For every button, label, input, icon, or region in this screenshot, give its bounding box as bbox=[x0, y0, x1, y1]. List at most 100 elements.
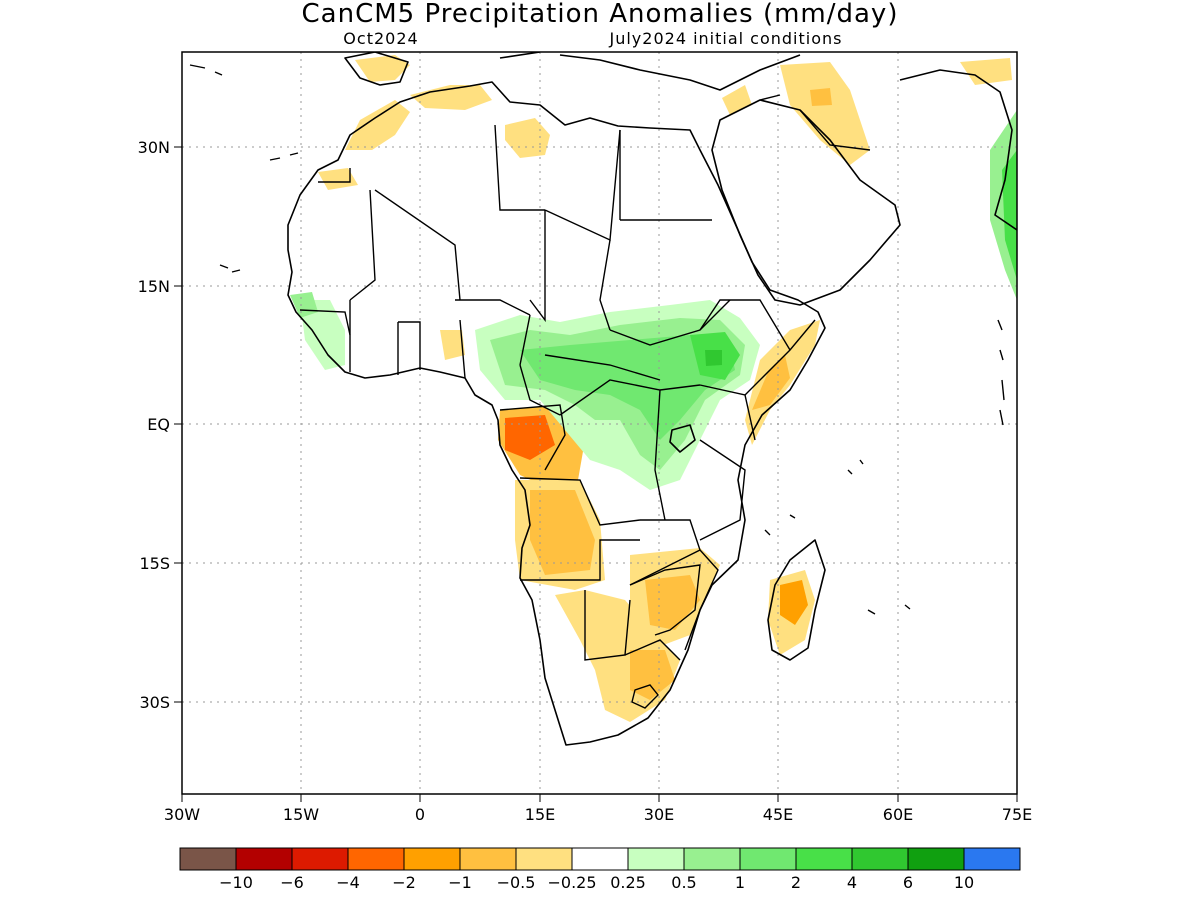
border-algeria-libya bbox=[494, 124, 545, 211]
colorbar-label: −2 bbox=[392, 873, 416, 892]
wet-anomaly-sudan bbox=[520, 335, 735, 440]
seychelles bbox=[847, 459, 864, 475]
border-namibia-botswana bbox=[584, 590, 631, 661]
border-west-africa-1 bbox=[299, 309, 351, 336]
dry-anomaly-horn-core bbox=[752, 355, 790, 410]
colorbar-swatch bbox=[235, 847, 293, 871]
colorbar-swatch bbox=[291, 847, 349, 871]
border-algeria-south bbox=[374, 189, 461, 301]
colorbar bbox=[179, 847, 1021, 871]
longitude-axis bbox=[181, 794, 1018, 802]
colorbar-label: −1 bbox=[448, 873, 472, 892]
lake-victoria bbox=[669, 424, 696, 453]
colorbar-swatch bbox=[515, 847, 573, 871]
europe-coastline bbox=[344, 52, 409, 86]
colorbar-label: −4 bbox=[336, 873, 360, 892]
border-middle-east bbox=[759, 94, 871, 151]
colorbar-swatch bbox=[459, 847, 517, 871]
madagascar-coastline bbox=[767, 539, 826, 661]
map-title: CanCM5 Precipitation Anomalies (mm/day) bbox=[302, 0, 899, 29]
border-west-africa-2 bbox=[349, 300, 421, 375]
lat-lon-grid bbox=[182, 52, 1017, 794]
lat-label-15s: 15S bbox=[139, 554, 170, 573]
border-morocco bbox=[318, 168, 351, 183]
border-mali-mauritania bbox=[349, 189, 376, 301]
lon-label-75e: 75E bbox=[1002, 805, 1032, 824]
colorbar-label: −0.5 bbox=[497, 873, 536, 892]
lat-label-30n: 30N bbox=[138, 138, 170, 157]
colorbar-swatch bbox=[907, 847, 965, 871]
lon-label-60e: 60E bbox=[883, 805, 913, 824]
dry-anomaly-madagascar-core bbox=[780, 580, 808, 625]
border-sudan-south bbox=[609, 299, 731, 346]
colorbar-label: 0.5 bbox=[671, 873, 696, 892]
border-angola-namibia bbox=[520, 539, 640, 581]
maldives bbox=[997, 319, 1005, 426]
dry-anomaly-iraq-core bbox=[810, 88, 832, 106]
border-sahel-south bbox=[455, 299, 531, 316]
south-asia-coastline bbox=[899, 69, 1017, 231]
colorbar-label: −0.25 bbox=[547, 873, 596, 892]
dry-anomaly-western-sahara bbox=[318, 168, 358, 190]
border-nigeria bbox=[459, 314, 531, 379]
lon-label-45e: 45E bbox=[763, 805, 793, 824]
border-car bbox=[544, 354, 661, 381]
dry-anomaly-morocco bbox=[345, 100, 410, 150]
initial-conditions: July2024 initial conditions bbox=[609, 29, 843, 48]
lat-label-30s: 30S bbox=[139, 693, 170, 712]
latitude-axis bbox=[174, 146, 182, 703]
comoros bbox=[764, 514, 796, 536]
wet-anomaly-india-west bbox=[1002, 150, 1017, 280]
dry-anomaly-angola-core bbox=[530, 490, 595, 575]
wet-anomaly-ethiopia-core bbox=[705, 350, 722, 366]
lon-label-0: 0 bbox=[415, 805, 425, 824]
colorbar-swatch bbox=[179, 847, 237, 871]
political-borders bbox=[299, 94, 871, 709]
colorbar-label: 1 bbox=[735, 873, 745, 892]
azores-madeira bbox=[189, 64, 223, 76]
wet-anomaly-west-africa bbox=[300, 300, 345, 370]
colorbar-swatch bbox=[683, 847, 741, 871]
lat-label-15n: 15N bbox=[138, 277, 170, 296]
colorbar-swatch bbox=[963, 847, 1021, 871]
border-gabon bbox=[499, 404, 566, 471]
latitude-labels: 30N 15N EQ 15S 30S bbox=[138, 138, 170, 712]
border-cameroon bbox=[519, 364, 561, 416]
colorbar-label: −10 bbox=[219, 873, 253, 892]
colorbar-swatch bbox=[571, 847, 629, 871]
europe-south-coast bbox=[499, 52, 801, 91]
arabia-coastline bbox=[711, 99, 901, 306]
forecast-month: Oct2024 bbox=[343, 29, 418, 48]
border-chad-sudan bbox=[599, 239, 611, 331]
colorbar-swatch bbox=[739, 847, 797, 871]
colorbar-label: 0.25 bbox=[610, 873, 646, 892]
border-drc-angola bbox=[519, 477, 641, 526]
border-drc-north bbox=[559, 379, 701, 416]
map-area bbox=[182, 52, 1017, 794]
lon-label-15w: 15W bbox=[283, 805, 319, 824]
border-ethiopia bbox=[699, 299, 791, 351]
colorbar-swatch bbox=[795, 847, 853, 871]
wet-anomaly-guinea bbox=[290, 292, 318, 318]
border-lesotho bbox=[631, 684, 659, 709]
cape-verde bbox=[219, 264, 241, 273]
dry-anomaly-gabon-strong bbox=[505, 415, 555, 460]
colorbar-swatch bbox=[627, 847, 685, 871]
islands bbox=[189, 64, 1005, 615]
colorbar-label: −6 bbox=[280, 873, 304, 892]
dry-anomaly-iran bbox=[960, 58, 1012, 85]
colorbar-label: 6 bbox=[903, 873, 913, 892]
colorbar-swatch bbox=[851, 847, 909, 871]
colorbar-label: 10 bbox=[954, 873, 974, 892]
longitude-labels: 30W 15W 0 15E 30E 45E 60E 75E bbox=[164, 805, 1032, 824]
lon-label-15e: 15E bbox=[525, 805, 555, 824]
border-tanzania bbox=[699, 439, 746, 541]
dry-anomaly-libya bbox=[505, 118, 550, 158]
lat-label-eq: EQ bbox=[147, 415, 170, 434]
canary-islands bbox=[269, 152, 299, 161]
colorbar-swatch bbox=[403, 847, 461, 871]
border-niger-chad bbox=[529, 210, 546, 323]
lon-label-30w: 30W bbox=[164, 805, 200, 824]
map-frame bbox=[181, 51, 1018, 795]
